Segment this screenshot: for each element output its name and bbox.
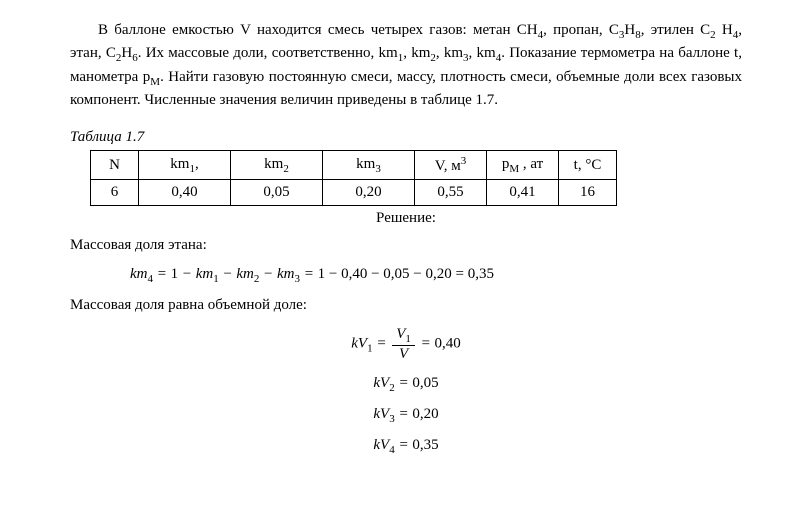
table-cell-km3: 0,20: [323, 180, 415, 206]
table-caption: Таблица 1.7: [70, 129, 742, 146]
solution-text-volume: Массовая доля равна объемной доле:: [70, 297, 742, 314]
table-header-km3: km3: [323, 151, 415, 180]
equation-kv2: kV2 = 0,05: [70, 375, 742, 394]
problem-statement: В баллоне емкостью V находится смесь чет…: [70, 20, 742, 111]
table-header-row: N km1, km2 km3 V, м3 pM , ат t, °C: [91, 151, 617, 180]
table-cell-v: 0,55: [415, 180, 487, 206]
table-cell-n: 6: [91, 180, 139, 206]
equation-kv4: kV4 = 0,35: [70, 437, 742, 456]
table-header-km2: km2: [231, 151, 323, 180]
equation-kv1: kV1 = V1V = 0,40: [70, 326, 742, 363]
table-header-km1: km1,: [139, 151, 231, 180]
table-header-v: V, м3: [415, 151, 487, 180]
table-header-n: N: [91, 151, 139, 180]
equation-km4: km4 = 1 − km1 − km2 − km3 = 1 − 0,40 − 0…: [130, 266, 742, 285]
table-data-row: 6 0,40 0,05 0,20 0,55 0,41 16: [91, 180, 617, 206]
solution-text-etan: Массовая доля этана:: [70, 237, 742, 254]
equation-kv3: kV3 = 0,20: [70, 406, 742, 425]
table-cell-km1: 0,40: [139, 180, 231, 206]
data-table: N km1, km2 km3 V, м3 pM , ат t, °C 6 0,4…: [90, 150, 617, 206]
table-cell-pm: 0,41: [487, 180, 559, 206]
table-header-t: t, °C: [559, 151, 617, 180]
table-header-pm: pM , ат: [487, 151, 559, 180]
table-cell-t: 16: [559, 180, 617, 206]
table-cell-km2: 0,05: [231, 180, 323, 206]
solution-title: Решение:: [70, 210, 742, 227]
